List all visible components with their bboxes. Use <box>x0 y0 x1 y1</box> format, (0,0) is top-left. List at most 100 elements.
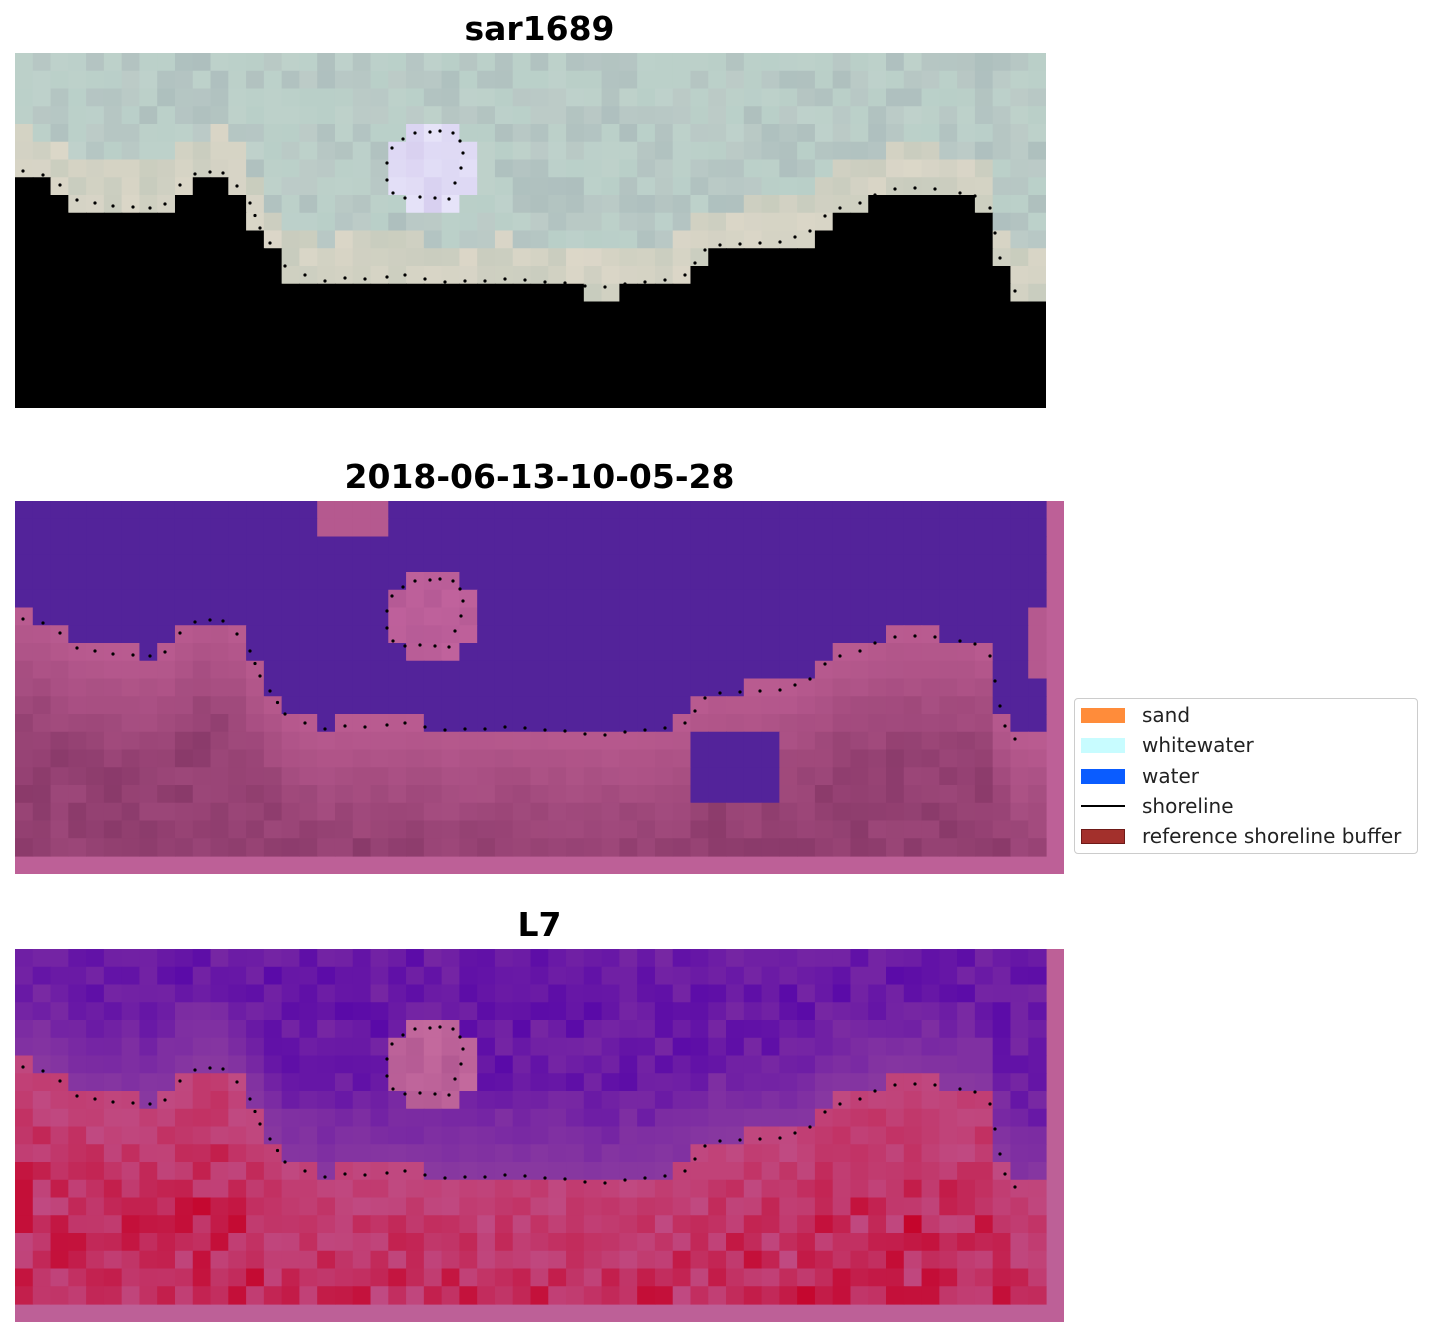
image-pixel <box>459 53 478 72</box>
image-pixel <box>548 820 567 839</box>
image-pixel <box>246 984 265 1003</box>
image-pixel <box>103 536 123 555</box>
image-pixel <box>672 1197 692 1216</box>
image-pixel <box>388 53 407 72</box>
image-pixel <box>921 1162 940 1181</box>
image-pixel <box>886 714 905 733</box>
image-pixel <box>494 678 514 697</box>
image-pixel <box>619 159 638 178</box>
image-pixel <box>32 212 52 232</box>
image-pixel <box>601 390 620 408</box>
image-pixel <box>334 984 354 1003</box>
image-pixel <box>1028 678 1047 697</box>
image-pixel <box>743 354 763 374</box>
image-pixel <box>263 501 283 520</box>
image-pixel <box>157 159 176 178</box>
image-pixel <box>583 820 603 839</box>
image-pixel <box>406 372 425 391</box>
image-pixel <box>68 749 87 768</box>
image-pixel <box>68 372 87 391</box>
shoreline-dot <box>93 649 97 653</box>
image-pixel <box>672 372 692 391</box>
image-pixel <box>459 984 478 1003</box>
image-pixel <box>86 1286 105 1305</box>
image-pixel <box>121 230 141 249</box>
shoreline-dot <box>988 654 992 658</box>
image-pixel <box>1028 767 1047 786</box>
shoreline-dot <box>778 240 782 244</box>
image-pixel <box>15 195 34 214</box>
image-pixel <box>299 212 318 232</box>
image-pixel <box>317 518 336 538</box>
image-pixel <box>459 354 478 374</box>
image-pixel <box>103 820 123 839</box>
image-pixel <box>103 124 123 143</box>
image-pixel <box>619 838 638 857</box>
image-pixel <box>406 1037 425 1057</box>
image-pixel <box>388 785 407 804</box>
shoreline-dot <box>458 587 462 591</box>
image-pixel <box>530 1233 549 1252</box>
image-pixel <box>281 802 301 822</box>
image-pixel <box>68 1179 87 1199</box>
image-pixel <box>246 230 265 249</box>
image-pixel <box>103 518 123 538</box>
image-pixel <box>743 696 763 715</box>
image-pixel <box>672 390 692 408</box>
image-pixel <box>334 390 354 408</box>
image-pixel <box>210 372 229 391</box>
image-pixel <box>743 984 763 1003</box>
image-pixel <box>512 1020 532 1039</box>
image-pixel <box>86 625 105 644</box>
image-pixel <box>352 518 372 538</box>
image-pixel <box>121 53 141 72</box>
image-pixel <box>726 678 745 697</box>
image-pixel <box>708 283 727 303</box>
image-pixel <box>992 390 1012 408</box>
image-pixel <box>103 767 123 786</box>
image-pixel <box>637 1179 656 1199</box>
image-pixel <box>583 141 603 161</box>
image-pixel <box>761 1286 780 1305</box>
image-pixel <box>583 124 603 143</box>
image-pixel <box>406 390 425 408</box>
image-pixel <box>157 572 176 591</box>
water-swatch <box>1081 768 1125 784</box>
image-pixel <box>210 124 229 143</box>
image-pixel <box>797 572 816 591</box>
image-pixel <box>512 177 532 196</box>
shoreline-dot <box>385 178 389 182</box>
image-pixel <box>797 230 816 249</box>
image-pixel <box>743 1108 763 1128</box>
classified-image-panel <box>15 501 1064 874</box>
image-pixel <box>121 337 141 356</box>
image-pixel <box>228 1144 247 1163</box>
image-pixel <box>974 1286 994 1305</box>
image-pixel <box>726 177 745 196</box>
image-pixel <box>992 949 1012 968</box>
image-pixel <box>15 518 34 538</box>
image-pixel <box>921 1179 940 1199</box>
image-pixel <box>50 1055 69 1074</box>
image-pixel <box>530 678 549 697</box>
image-pixel <box>992 1286 1012 1305</box>
image-pixel <box>814 802 834 822</box>
image-pixel <box>121 984 141 1003</box>
image-pixel <box>797 785 816 804</box>
image-pixel <box>797 1020 816 1039</box>
image-pixel <box>423 949 443 968</box>
image-pixel <box>672 1215 692 1234</box>
image-pixel <box>708 248 727 267</box>
image-pixel <box>459 696 478 715</box>
image-pixel <box>50 802 69 822</box>
image-pixel <box>317 678 336 697</box>
image-pixel <box>921 212 940 232</box>
image-pixel <box>726 337 745 356</box>
image-pixel <box>317 1144 336 1163</box>
image-pixel <box>690 1179 709 1199</box>
image-pixel <box>441 767 460 786</box>
image-pixel <box>50 643 69 662</box>
image-pixel <box>512 966 532 986</box>
image-pixel <box>939 696 958 715</box>
image-pixel <box>68 283 87 303</box>
